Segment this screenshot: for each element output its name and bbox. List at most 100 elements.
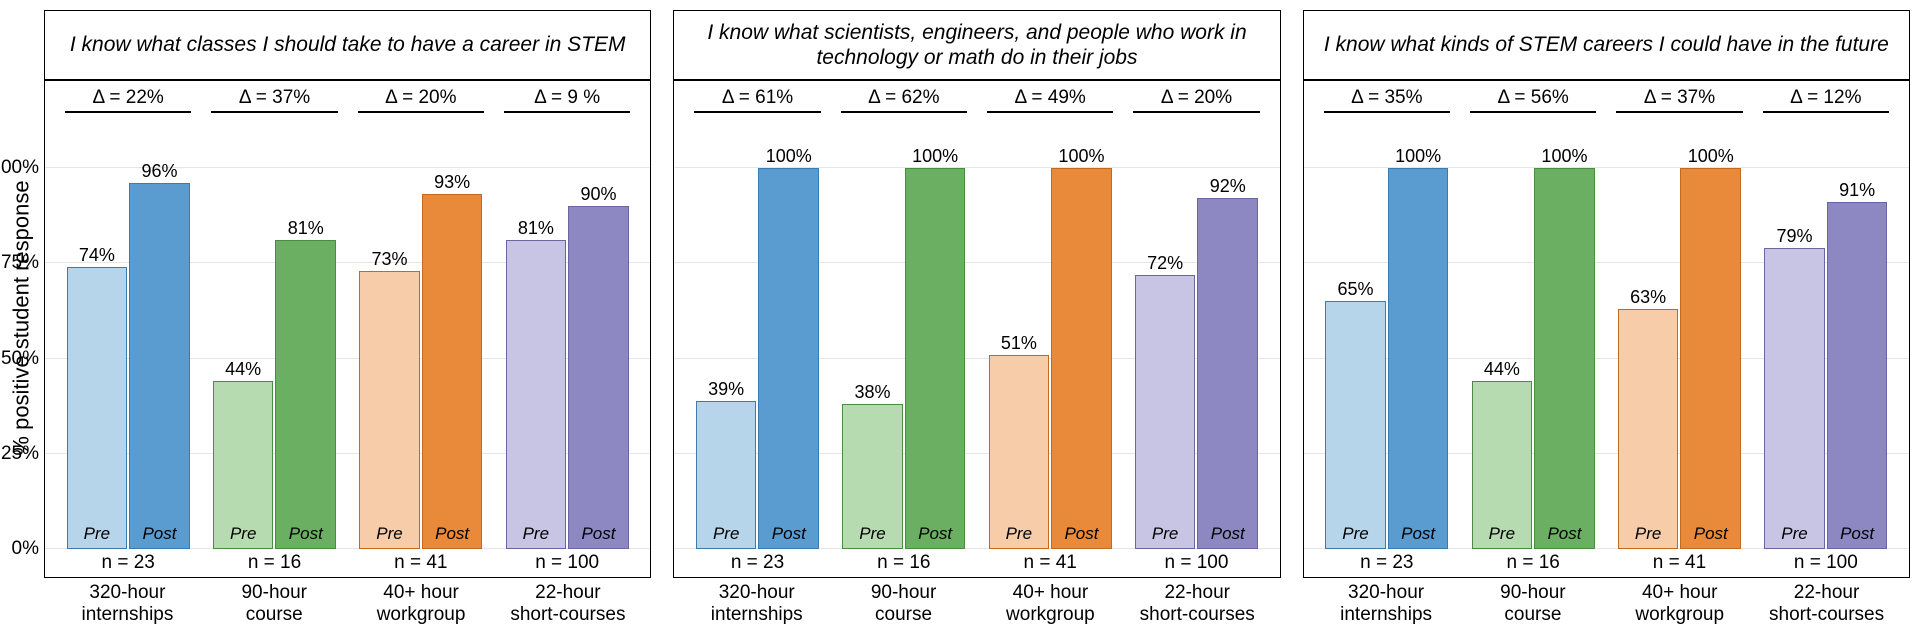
x-category-label-line2: workgroup [1610,604,1749,626]
bar-value-label: 72% [1147,253,1183,274]
delta-cell: Δ = 49% [977,87,1123,137]
bar-group: 74% Pre 96%Post [55,141,201,549]
delta-label: Δ = 20% [1161,87,1232,109]
delta-bracket [1616,111,1742,113]
n-label-row: n = 23n = 16n = 41n = 100 [45,549,650,577]
bar-post: 100%Post [905,168,966,550]
bar-pre: 72%Pre [1135,275,1196,550]
delta-label: Δ = 37% [239,87,310,109]
n-label-row: n = 23n = 16n = 41n = 100 [1304,549,1909,577]
n-label: n = 16 [201,549,347,577]
bar-value-label: 38% [854,382,890,403]
x-category-label-line1: 90-hour [1463,582,1602,604]
bar-post: 90%Post [568,206,629,549]
y-tick-label: 25% [1,443,39,465]
plot-area: 0%25%50%75%100%Δ = 22%Δ = 37%Δ = 20%Δ = … [44,81,651,578]
x-category-label-line2: course [1463,604,1602,626]
delta-label: Δ = 22% [93,87,164,109]
delta-bracket [65,111,191,113]
bar-tag-pre: Pre [1152,524,1178,544]
figure: % positive student response I know what … [0,0,1920,636]
bar-value-label: 74% [79,245,115,266]
x-category-label-line2: short-courses [1128,604,1267,626]
bar-post: 100%Post [1388,168,1449,550]
delta-label: Δ = 49% [1014,87,1085,109]
x-category-label-line1: 320-hour [687,582,826,604]
x-label-row: 320-hourinternships90-hourcourse40+ hour… [673,578,1280,626]
n-label: n = 100 [494,549,640,577]
bar-value-label: 100% [1395,146,1441,167]
panel: I know what kinds of STEM careers I coul… [1303,10,1910,626]
x-category-label-line1: 40+ hour [352,582,491,604]
plot-area: Δ = 61%Δ = 62%Δ = 49%Δ = 20%39%Pre100%Po… [673,81,1280,578]
bar-value-label: 51% [1001,333,1037,354]
bar-pre: 81%Pre [506,240,567,549]
delta-row: Δ = 61%Δ = 62%Δ = 49%Δ = 20% [674,87,1279,137]
bar-value-label: 100% [1058,146,1104,167]
bar-tag-post: Post [1547,524,1581,544]
x-category-label-line2: internships [58,604,197,626]
bar-pre: 79%Pre [1764,248,1825,549]
plot-area: Δ = 35%Δ = 56%Δ = 37%Δ = 12%65%Pre100%Po… [1303,81,1910,578]
delta-cell: Δ = 37% [1606,87,1752,137]
delta-cell: Δ = 20% [1123,87,1269,137]
bar-groups: 74%Pre96%Post44%Pre81%Post73%Pre93%Post8… [45,141,650,549]
bar-tag-pre: Pre [1342,524,1368,544]
n-label: n = 41 [1606,549,1752,577]
bar-tag-pre: Pre [1781,524,1807,544]
bar-tag-pre: Pre [1006,524,1032,544]
bar-group: 63%Pre100%Post [1606,141,1752,549]
bar-value-label: 96% [141,161,177,182]
delta-cell: Δ = 35% [1314,87,1460,137]
bar-value-label: 81% [288,218,324,239]
bar-group: 72%Pre92%Post [1123,141,1269,549]
delta-bracket [1470,111,1596,113]
n-label: n = 100 [1123,549,1269,577]
x-category-label-line1: 320-hour [1317,582,1456,604]
x-label-row: 320-hourinternships90-hourcourse40+ hour… [1303,578,1910,626]
bar-tag-pre: Pre [84,524,110,544]
bar-group: 81%Pre90%Post [494,141,640,549]
y-tick-label: 75% [1,252,39,274]
delta-label: Δ = 12% [1790,87,1861,109]
panels-row: I know what classes I should take to hav… [44,10,1910,626]
bar-group: 44%Pre100%Post [1460,141,1606,549]
delta-bracket [1763,111,1889,113]
panel-title: I know what kinds of STEM careers I coul… [1303,10,1910,81]
bar-groups: 39%Pre100%Post38%Pre100%Post51%Pre100%Po… [674,141,1279,549]
x-category-label-line2: workgroup [352,604,491,626]
bar-tag-post: Post [289,524,323,544]
x-category-label: 320-hourinternships [1313,582,1460,626]
delta-cell: Δ = 61% [684,87,830,137]
bar-post: 100%Post [758,168,819,550]
x-category-label-line1: 40+ hour [1610,582,1749,604]
bar-post: 96%Post [129,183,190,549]
bar-tag-pre: Pre [230,524,256,544]
y-tick-label: 50% [1,348,39,370]
x-category-label-line2: internships [1317,604,1456,626]
bar-tag-pre: Pre [1489,524,1515,544]
x-category-label-line1: 22-hour [1757,582,1896,604]
bar-value-label: 73% [371,249,407,270]
bar-tag-post: Post [1694,524,1728,544]
bar-pre: 38%Pre [842,404,903,549]
bar-group: 51%Pre100%Post [977,141,1123,549]
n-label: n = 23 [684,549,830,577]
bar-pre: 39%Pre [696,401,757,550]
bar-value-label: 92% [1210,176,1246,197]
bar-tag-post: Post [1840,524,1874,544]
bar-value-label: 79% [1776,226,1812,247]
bar-value-label: 100% [766,146,812,167]
bar-group: 39%Pre100%Post [684,141,830,549]
bar-tag-post: Post [1211,524,1245,544]
bar-value-label: 63% [1630,287,1666,308]
x-category-label-line2: workgroup [981,604,1120,626]
bar-tag-post: Post [1064,524,1098,544]
x-category-label-line1: 22-hour [1128,582,1267,604]
x-category-label-line1: 90-hour [205,582,344,604]
delta-bracket [504,111,630,113]
delta-label: Δ = 37% [1644,87,1715,109]
bar-pre: 51%Pre [989,355,1050,550]
bar-post: 91%Post [1827,202,1888,549]
x-category-label-line1: 40+ hour [981,582,1120,604]
